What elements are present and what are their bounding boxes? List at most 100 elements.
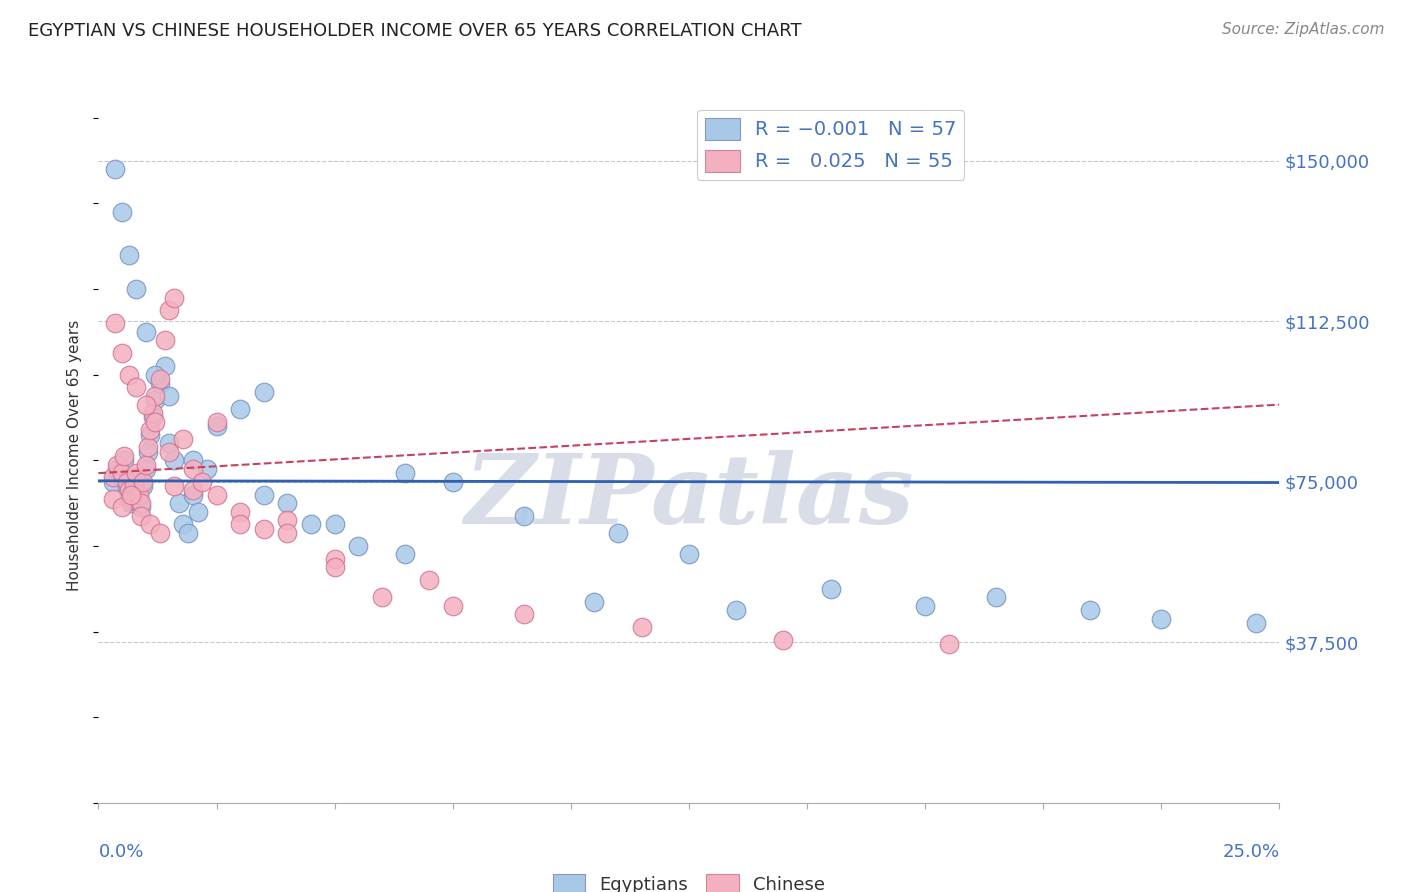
Point	[394, 548, 416, 562]
Point	[101, 475, 124, 489]
Point	[135, 462, 157, 476]
Point	[229, 505, 252, 519]
Legend: Egyptians, Chinese: Egyptians, Chinese	[546, 866, 832, 892]
Point	[253, 487, 276, 501]
Point	[139, 427, 162, 442]
Point	[229, 517, 252, 532]
Point	[276, 513, 298, 527]
Text: Source: ZipAtlas.com: Source: ZipAtlas.com	[1222, 22, 1385, 37]
Point	[153, 359, 176, 373]
Point	[512, 508, 534, 523]
Point	[135, 458, 157, 472]
Point	[101, 491, 124, 506]
Point	[125, 282, 148, 296]
Point	[172, 517, 194, 532]
Point	[1080, 603, 1102, 617]
Point	[142, 410, 165, 425]
Point	[181, 462, 204, 476]
Point	[299, 517, 322, 532]
Point	[101, 470, 124, 484]
Point	[121, 487, 143, 501]
Point	[149, 372, 172, 386]
Point	[347, 539, 370, 553]
Point	[187, 505, 209, 519]
Point	[323, 551, 346, 566]
Point	[323, 560, 346, 574]
Point	[181, 483, 204, 498]
Point	[136, 444, 159, 458]
Point	[149, 376, 172, 391]
Point	[512, 607, 534, 622]
Point	[229, 401, 252, 416]
Point	[129, 508, 152, 523]
Y-axis label: Householder Income Over 65 years: Householder Income Over 65 years	[67, 319, 83, 591]
Point	[583, 594, 606, 608]
Point	[157, 303, 180, 318]
Point	[191, 475, 214, 489]
Point	[276, 526, 298, 541]
Point	[143, 368, 166, 382]
Point	[128, 491, 150, 506]
Point	[136, 441, 159, 455]
Text: ZIPatlas: ZIPatlas	[464, 450, 914, 543]
Point	[118, 487, 141, 501]
Point	[112, 453, 135, 467]
Point	[938, 637, 960, 651]
Text: 0.0%: 0.0%	[98, 843, 143, 861]
Point	[118, 248, 141, 262]
Point	[181, 453, 204, 467]
Point	[205, 487, 228, 501]
Point	[104, 162, 127, 177]
Point	[135, 325, 157, 339]
Point	[820, 582, 842, 596]
Point	[121, 491, 143, 506]
Point	[135, 398, 157, 412]
Point	[153, 334, 176, 348]
Point	[253, 384, 276, 399]
Point	[157, 436, 180, 450]
Point	[205, 415, 228, 429]
Point	[132, 475, 155, 489]
Point	[115, 479, 138, 493]
Point	[139, 423, 162, 437]
Point	[111, 346, 134, 360]
Point	[418, 573, 440, 587]
Point	[125, 470, 148, 484]
Point	[1150, 612, 1173, 626]
Point	[984, 591, 1007, 605]
Point	[118, 368, 141, 382]
Point	[195, 462, 218, 476]
Point	[149, 526, 172, 541]
Point	[441, 475, 464, 489]
Point	[725, 603, 748, 617]
Point	[441, 599, 464, 613]
Point	[177, 526, 200, 541]
Point	[914, 599, 936, 613]
Point	[118, 483, 141, 498]
Point	[111, 470, 134, 484]
Point	[371, 591, 394, 605]
Point	[143, 389, 166, 403]
Point	[111, 466, 134, 480]
Point	[253, 522, 276, 536]
Point	[111, 205, 134, 219]
Point	[607, 526, 630, 541]
Point	[121, 496, 143, 510]
Point	[105, 458, 128, 472]
Point	[163, 479, 186, 493]
Point	[128, 487, 150, 501]
Point	[1244, 615, 1267, 630]
Point	[323, 517, 346, 532]
Point	[112, 449, 135, 463]
Point	[394, 466, 416, 480]
Point	[122, 483, 145, 498]
Point	[772, 633, 794, 648]
Point	[157, 389, 180, 403]
Point	[139, 517, 162, 532]
Point	[172, 432, 194, 446]
Point	[111, 500, 134, 515]
Point	[630, 620, 652, 634]
Point	[143, 415, 166, 429]
Point	[104, 316, 127, 330]
Point	[129, 500, 152, 515]
